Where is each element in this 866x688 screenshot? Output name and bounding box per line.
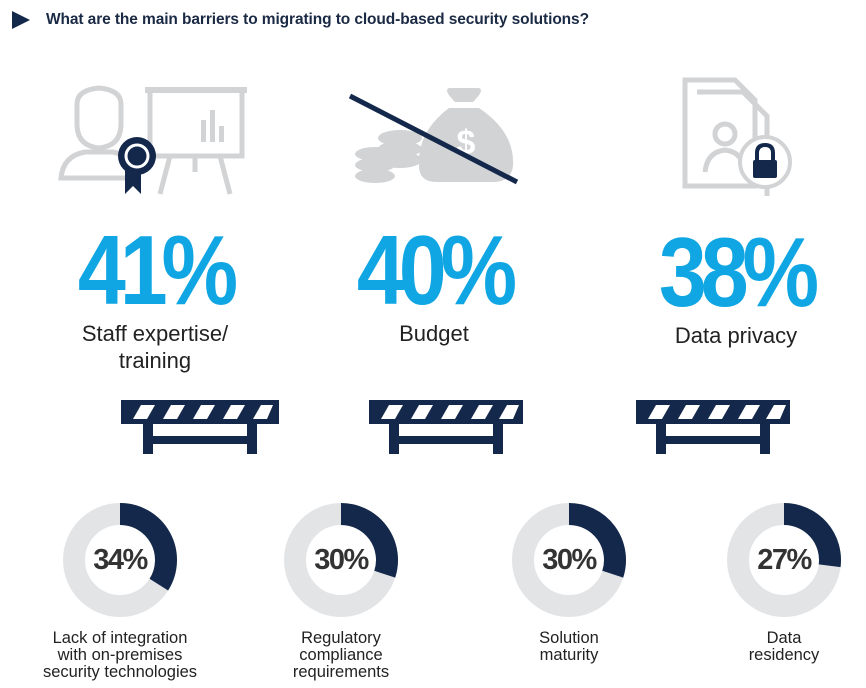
donut-value-arc (340, 503, 398, 578)
donut-data-residency: 27% (719, 495, 849, 625)
donut-label-text: Lack of integration with on-premises sec… (42, 629, 198, 681)
stat-value: 38% (658, 217, 819, 327)
donut-value-arc (783, 503, 841, 568)
donut-value: 27% (757, 543, 812, 576)
stat-value: 41% (77, 215, 238, 325)
donut-label-text: Solution maturity (539, 629, 599, 664)
barrier-icon (121, 400, 279, 459)
locked-document-icon (677, 76, 807, 201)
donut-chart (727, 503, 841, 617)
trainer-with-certificate-icon (55, 82, 255, 202)
donut-value-arc (568, 503, 626, 578)
donut-chart (63, 503, 177, 617)
donut-value: 30% (314, 543, 369, 576)
donut-label-text: Regulatory compliance requirements (292, 629, 390, 681)
play-triangle-icon (12, 11, 30, 29)
donut-value: 34% (93, 543, 148, 576)
header: What are the main barriers to migrating … (12, 8, 589, 32)
barrier-icon (636, 400, 790, 459)
stat-label: Budget (399, 321, 469, 346)
donut-label: Lack of integration with on-premises sec… (0, 630, 240, 681)
donut-label-text: Data residency (748, 629, 820, 664)
donut-value: 30% (542, 543, 597, 576)
stat-label: Staff expertise/ training (81, 321, 229, 373)
stat-budget: 40% Budget (304, 220, 564, 347)
donut-label: Solution maturity (449, 630, 689, 664)
budget-crossed-out-icon: $ (345, 86, 525, 196)
page-title: What are the main barriers to migrating … (46, 11, 589, 28)
donut-chart (284, 503, 398, 617)
donut-label: Data residency (664, 630, 866, 664)
stat-staff-expertise: 41% Staff expertise/ training (25, 220, 285, 374)
stat-data-privacy: 38% Data privacy (606, 222, 866, 349)
donut-solution-maturity: 30% (504, 495, 634, 625)
donut-value-arc (119, 503, 177, 591)
donut-lack-of-integration: 34% (55, 495, 185, 625)
barrier-icon (369, 400, 523, 459)
stat-label: Data privacy (674, 323, 798, 348)
donut-label: Regulatory compliance requirements (221, 630, 461, 681)
donut-chart (512, 503, 626, 617)
stat-value: 40% (356, 215, 517, 325)
donut-regulatory-compliance: 30% (276, 495, 406, 625)
